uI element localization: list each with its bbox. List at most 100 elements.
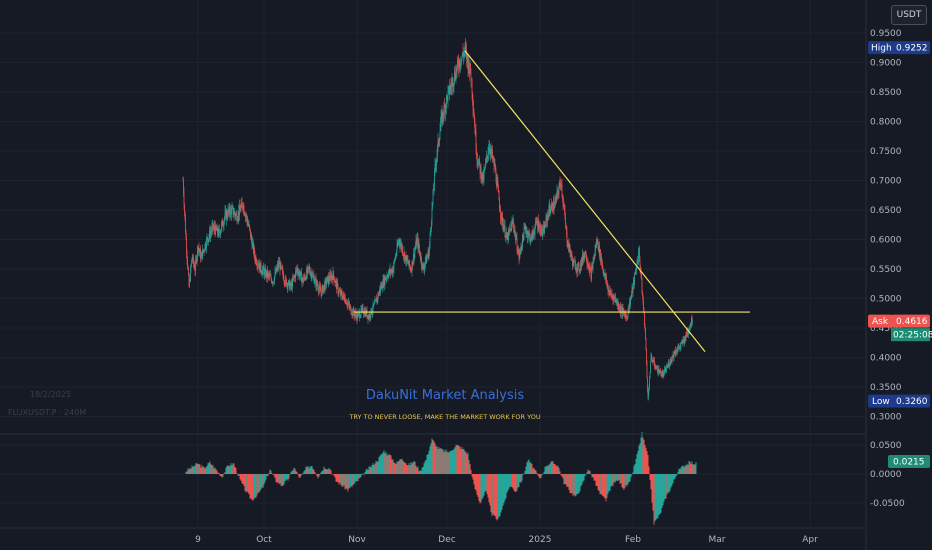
oscillator-bar <box>226 465 228 474</box>
candle-body <box>430 228 432 231</box>
candle-body <box>239 205 241 210</box>
candle-body <box>458 67 460 69</box>
oscillator-bar <box>256 474 258 496</box>
oscillator-bar <box>304 469 306 474</box>
candle-body <box>416 237 418 246</box>
candle-body <box>454 72 455 83</box>
oscillator-bar <box>263 474 265 485</box>
candle-body <box>189 279 190 287</box>
time-scale[interactable]: 9 Oct Nov Dec 2025 Feb Mar Apr <box>195 535 818 545</box>
currency-button[interactable]: USDT <box>891 5 927 25</box>
candle-body <box>219 232 221 235</box>
candle-body <box>484 167 486 169</box>
candle-body <box>603 269 604 274</box>
candle-body <box>635 271 636 275</box>
oscillator-bar <box>526 462 528 474</box>
candle-body <box>274 276 275 282</box>
candle-body <box>240 209 241 212</box>
trendlines[interactable] <box>354 50 750 352</box>
oscillator-bar <box>582 474 584 482</box>
oscillator-bar <box>215 469 217 474</box>
candle-body <box>192 256 194 261</box>
candle-body <box>415 240 417 247</box>
candle-body <box>624 313 625 314</box>
candle-body <box>438 139 439 145</box>
candle-body <box>608 290 609 292</box>
candle-body <box>649 372 651 379</box>
candle-body <box>588 266 590 272</box>
candle-body <box>559 182 560 189</box>
candle-body <box>354 313 355 317</box>
candle-body <box>490 148 492 151</box>
candle-body <box>308 267 309 269</box>
candle-body <box>231 208 232 215</box>
candle-body <box>479 164 481 173</box>
price-scale[interactable]: 0.95000.90000.85000.80000.75000.70000.65… <box>870 29 902 423</box>
descending-trendline[interactable] <box>464 50 706 352</box>
candle-body <box>454 72 456 79</box>
candle-body <box>273 281 275 283</box>
candle-body <box>551 205 552 210</box>
price-tick-label: 0.5000 <box>870 295 902 305</box>
candle-body <box>582 254 583 263</box>
oscillator-bar <box>197 464 199 474</box>
candle-body <box>420 256 421 260</box>
oscillator-bar <box>387 455 389 474</box>
oscillator-bar <box>198 463 200 474</box>
candle-body <box>669 365 670 367</box>
candle-body <box>561 184 563 195</box>
candle-body <box>497 183 499 189</box>
oscillator-bar <box>561 474 563 477</box>
oscillator-bar <box>493 474 495 516</box>
candle-body <box>536 221 538 223</box>
candle-body <box>685 332 687 339</box>
candle-body <box>644 312 645 325</box>
candle-body <box>270 275 272 280</box>
candle-body <box>513 226 515 232</box>
candle-body <box>561 184 562 186</box>
candle-body <box>487 153 489 158</box>
candle-body <box>530 240 531 242</box>
oscillator-bar <box>651 474 653 503</box>
oscillator-bar <box>677 471 679 474</box>
candle-body <box>456 69 457 73</box>
price-tick-label: 0.4500 <box>870 324 902 334</box>
oscillator-bar <box>258 474 260 493</box>
candle-body <box>494 163 495 167</box>
candle-body <box>496 180 497 187</box>
oscillator-bar <box>445 449 447 474</box>
candle-body <box>242 204 243 208</box>
price-tick-label: 0.8500 <box>870 88 902 98</box>
candle-body <box>619 306 621 310</box>
candle-body <box>455 69 457 80</box>
oscillator-bar <box>384 453 386 474</box>
candle-body <box>329 280 330 281</box>
candle-body <box>648 387 650 392</box>
candle-body <box>384 277 386 285</box>
candle-body <box>551 203 553 206</box>
candle-body <box>532 231 533 241</box>
candle-body <box>640 271 642 277</box>
candle-body <box>402 253 404 255</box>
candle-body <box>197 246 199 251</box>
candle-body <box>299 271 300 277</box>
candle-body <box>213 226 215 228</box>
candle-body <box>400 243 402 245</box>
oscillator-bar <box>442 449 444 474</box>
oscillator-bar <box>471 474 473 477</box>
oscillator-bar <box>382 452 384 474</box>
oscillator-bar <box>349 474 351 488</box>
oscillator-bar <box>308 468 310 474</box>
candle-body <box>472 93 473 101</box>
oscillator-bar <box>484 474 486 493</box>
oscillator-bar <box>332 474 334 475</box>
candle-body <box>422 263 423 269</box>
candle-body <box>388 270 390 274</box>
oscillator-bar <box>405 463 407 474</box>
oscillator-bar <box>271 473 273 474</box>
oscillator-bar <box>340 474 342 485</box>
candle-body <box>401 247 403 250</box>
candle-body <box>662 372 663 377</box>
